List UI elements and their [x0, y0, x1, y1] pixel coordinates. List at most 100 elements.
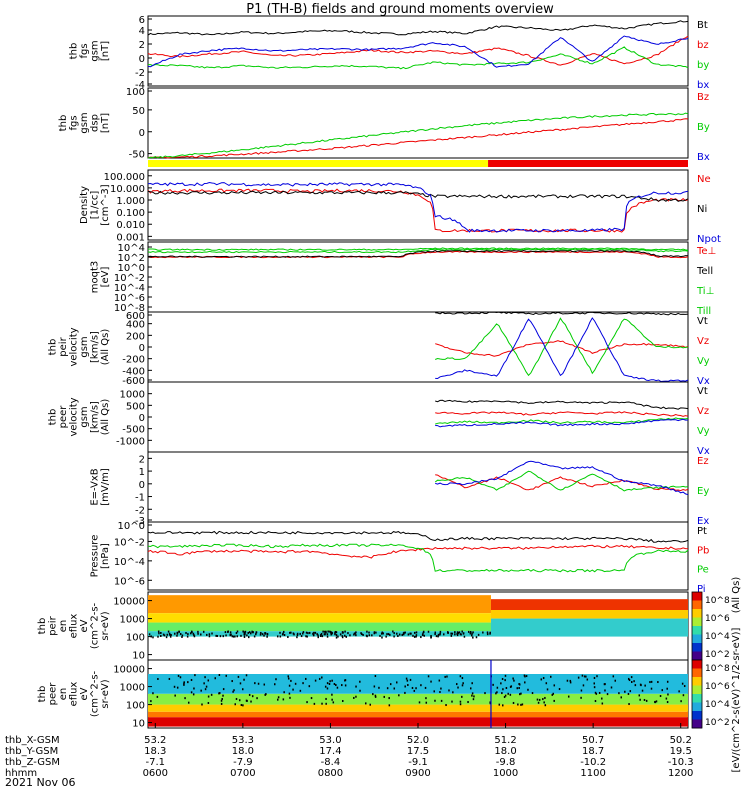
spectrum-noise	[471, 692, 474, 695]
spectrum-noise	[420, 684, 422, 687]
spectrum-noise	[500, 682, 502, 685]
spectrum-noise	[289, 696, 291, 699]
spectrum-noise	[178, 630, 180, 633]
spectrum-noise	[222, 694, 224, 697]
spectrum-noise	[319, 634, 322, 637]
spectrum-noise	[344, 630, 346, 633]
spectrum-noise	[266, 635, 268, 638]
spectrum-noise	[277, 696, 280, 699]
legend-label: bz	[697, 40, 709, 51]
spectrum-noise	[439, 632, 441, 635]
spectrum-noise	[329, 680, 331, 683]
spectrum-noise	[355, 631, 357, 634]
spectrum-noise	[393, 635, 395, 638]
spectrum-noise	[290, 631, 292, 634]
y-axis-title-line: eflux	[69, 614, 80, 639]
y-tick-label: 0	[139, 413, 145, 424]
y-tick-label: -1	[135, 493, 145, 504]
x-row-value: -9.1	[408, 757, 428, 768]
spectrum-noise	[341, 635, 344, 638]
x-row-value: 0600	[143, 768, 168, 779]
spectrum-noise	[152, 692, 154, 695]
spectrum-noise	[344, 634, 346, 637]
spectrum-noise	[294, 682, 297, 685]
x-row-value: 52.0	[407, 735, 429, 746]
spectrum-noise	[501, 692, 503, 695]
spectrum-noise	[585, 675, 587, 678]
spectrum-noise	[324, 685, 327, 688]
spectrum-noise	[193, 687, 195, 690]
spectrum-noise	[200, 633, 202, 636]
x-row-value: 53.2	[144, 735, 166, 746]
spectrum-noise	[389, 683, 392, 686]
spectrum-noise	[313, 631, 315, 634]
x-row-label: hhmm	[5, 768, 37, 779]
spectrum-noise	[181, 635, 183, 638]
panel-7: 2 1 0 -1-2-3 E=-VxB [mV/m] Ez Ey Ex	[90, 451, 709, 527]
spectrum-noise	[341, 684, 343, 687]
colorbar-tick-label: 10^8	[705, 596, 730, 606]
spectrum-noise	[612, 675, 615, 678]
spectrum-noise	[456, 634, 459, 637]
spectrum-noise	[639, 683, 642, 686]
spectrum-noise	[475, 636, 478, 639]
y-tick-label: -2	[135, 68, 145, 79]
series-line-bz	[147, 35, 689, 66]
spectrum-noise	[205, 685, 208, 688]
spectrum-noise	[451, 700, 453, 703]
spectrum-noise	[221, 698, 223, 701]
spectrum-noise	[292, 632, 295, 635]
spectrum-noise	[486, 633, 489, 636]
y-tick-label: 2	[139, 40, 145, 51]
spectrum-noise	[682, 694, 685, 697]
spectrum-noise	[202, 630, 205, 633]
y-axis-title-line: velocity	[69, 327, 80, 366]
legend-label: Pt	[697, 526, 707, 537]
spectrum-noise	[181, 634, 184, 637]
spectrum-noise	[430, 680, 432, 683]
spectrum-noise	[179, 676, 182, 679]
spectrum-noise	[337, 635, 339, 638]
series-line-Vy	[435, 417, 689, 425]
spectrum-noise	[328, 682, 331, 685]
spectrum-noise	[471, 632, 473, 635]
spectrum-noise	[641, 689, 644, 692]
y-tick-label: 10^-8	[114, 303, 145, 314]
spectrum-noise	[157, 677, 159, 680]
spectrum-noise	[392, 630, 394, 633]
spectrum-noise	[513, 679, 515, 682]
spectrum-noise	[373, 685, 376, 688]
series-line-Till	[147, 247, 689, 251]
series-line-By	[147, 112, 689, 159]
series-line-Vt	[435, 399, 689, 410]
spectrum-noise	[374, 675, 377, 678]
spectrum-noise	[544, 704, 547, 707]
spectrum-noise	[477, 633, 480, 636]
spectrum-noise	[210, 693, 213, 696]
spectrum-noise	[643, 698, 646, 701]
panel-frame	[147, 241, 689, 313]
spectrum-noise	[200, 689, 202, 692]
spectrum-noise	[282, 632, 284, 635]
panel-frame	[147, 451, 689, 523]
y-axis-title-line: peir	[48, 615, 59, 635]
spectrum-noise	[406, 679, 409, 682]
spectrum-noise	[440, 687, 442, 690]
panel-frame	[147, 311, 689, 383]
spectrum-noise	[176, 686, 179, 689]
spectrum-noise	[665, 697, 668, 700]
spectrum-noise	[170, 634, 172, 637]
spectrum-noise	[546, 688, 549, 691]
colorbar-segment	[692, 617, 702, 627]
spectrum-noise	[445, 704, 447, 707]
colorbar-segment	[692, 711, 702, 720]
spectrum-noise	[423, 634, 425, 637]
spectrum-noise	[401, 633, 403, 636]
spectrum-noise	[424, 686, 427, 689]
legend-label: Ey	[697, 486, 709, 497]
spectrum-noise	[208, 635, 211, 638]
spectrum-noise	[168, 633, 171, 636]
spectrum-noise	[580, 696, 582, 699]
legend-label: Ni	[697, 204, 707, 215]
